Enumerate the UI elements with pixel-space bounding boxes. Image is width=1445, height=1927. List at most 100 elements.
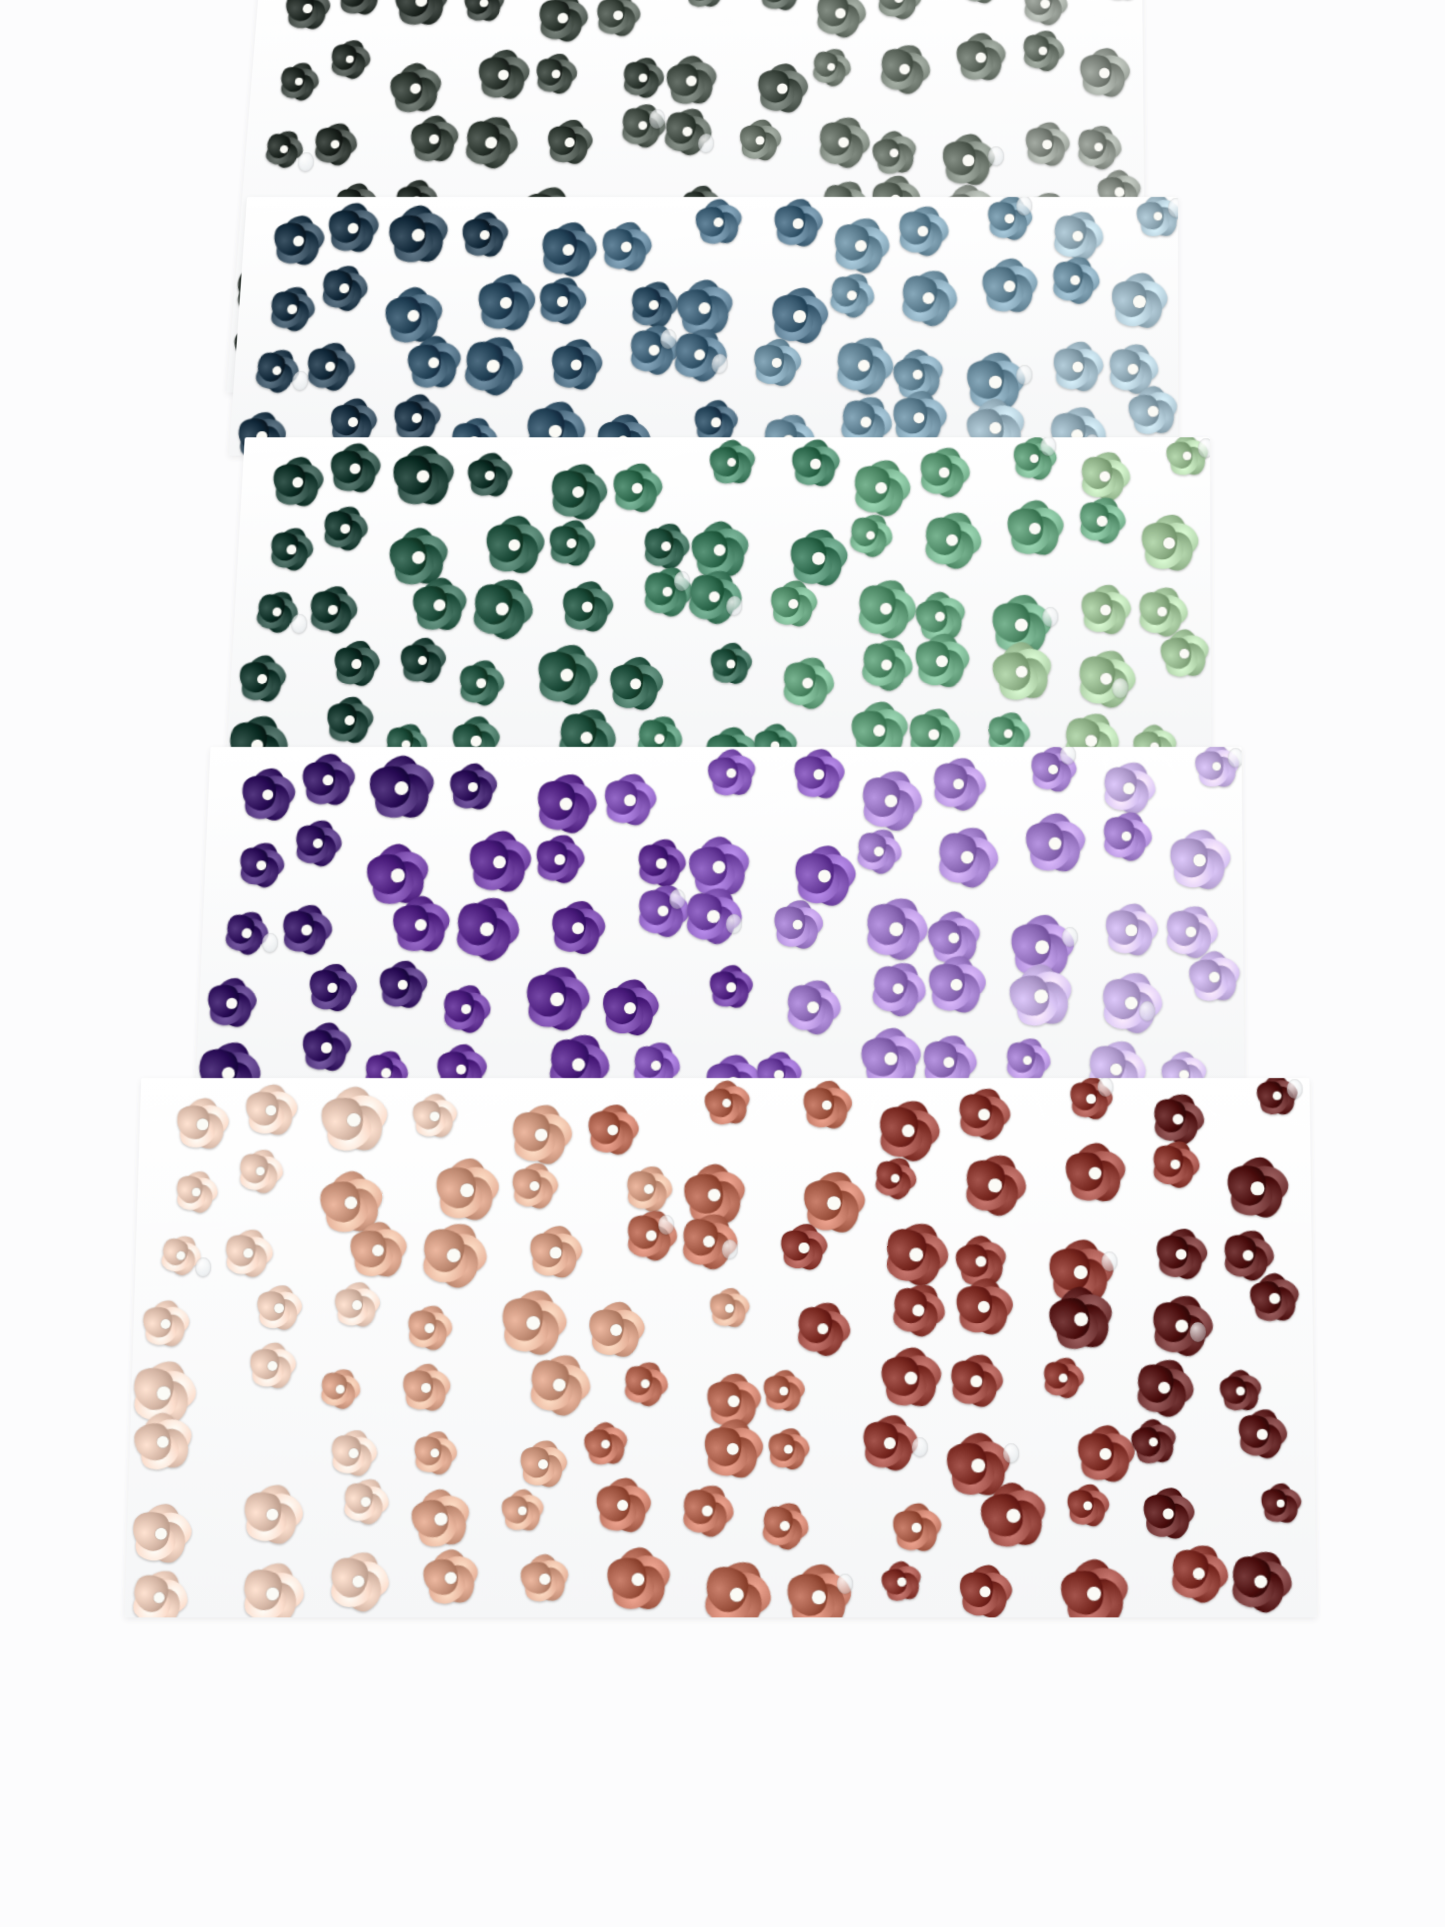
flower-sticker xyxy=(526,1224,584,1281)
flower-sticker xyxy=(412,1215,496,1297)
flower-sticker xyxy=(893,263,965,334)
flower-sticker xyxy=(390,0,452,33)
flower-sticker xyxy=(1146,1135,1204,1193)
flower-sticker xyxy=(327,200,382,257)
flower-sticker xyxy=(475,271,537,335)
flower-sticker xyxy=(402,1302,456,1355)
flower-sticker xyxy=(1234,1407,1289,1463)
flower-sticker xyxy=(431,1155,500,1225)
flower-sticker-sheet-photo xyxy=(0,0,1445,1927)
flower-sticker xyxy=(518,1439,569,1490)
flower-sticker xyxy=(799,1078,854,1133)
flower-sticker xyxy=(455,329,532,403)
flower-sticker xyxy=(299,1021,352,1076)
flower-sticker xyxy=(1064,1482,1110,1529)
flower-sticker xyxy=(1019,809,1089,879)
flower-sticker xyxy=(673,1477,739,1542)
rhinestone-dot xyxy=(1042,607,1058,627)
flower-sticker xyxy=(534,276,589,329)
flower-sticker xyxy=(530,641,602,711)
flower-sticker xyxy=(533,0,592,46)
flower-sticker xyxy=(219,1225,277,1281)
flower-sticker xyxy=(317,503,372,556)
flower-sticker xyxy=(1145,1289,1218,1362)
flower-sticker xyxy=(303,581,361,637)
rhinestone-dot xyxy=(1097,1078,1113,1096)
flower-sticker xyxy=(384,57,446,120)
flower-sticker xyxy=(282,0,331,34)
flower-sticker xyxy=(544,459,611,523)
rhinestone-dot xyxy=(1227,748,1243,768)
flower-sticker xyxy=(465,827,533,896)
rhinestone-dot xyxy=(1101,1251,1117,1271)
rhinestone-dot xyxy=(721,1240,737,1260)
rhinestone-dot xyxy=(1286,1079,1302,1099)
flower-sticker xyxy=(767,579,819,629)
flower-sticker xyxy=(453,657,508,711)
flower-sticker xyxy=(875,1556,927,1609)
flower-sticker xyxy=(548,338,606,394)
flower-sticker xyxy=(928,819,1005,895)
flower-sticker xyxy=(264,524,318,575)
flower-sticker xyxy=(700,1417,764,1482)
flower-sticker xyxy=(464,450,514,502)
flower-sticker xyxy=(1152,1226,1208,1283)
flower-sticker xyxy=(544,119,596,168)
flower-sticker xyxy=(760,1368,807,1415)
flower-sticker xyxy=(805,42,856,91)
flower-sticker xyxy=(892,202,953,261)
flower-sticker xyxy=(548,899,608,957)
flower-sticker xyxy=(124,1562,195,1618)
flower-sticker xyxy=(757,0,804,14)
flower-sticker xyxy=(1138,513,1201,575)
flower-sticker xyxy=(416,1543,485,1613)
flower-sticker xyxy=(1165,827,1232,893)
flower-sticker xyxy=(779,974,848,1042)
flower-sticker xyxy=(532,832,588,887)
flower-sticker xyxy=(237,1480,306,1547)
flower-sticker xyxy=(446,889,528,970)
flower-sticker xyxy=(1077,47,1132,101)
flower-sticker xyxy=(275,900,336,959)
flower-sticker xyxy=(970,1473,1055,1559)
flower-sticker xyxy=(842,508,898,563)
flower-sticker xyxy=(1038,1353,1088,1403)
flower-sticker xyxy=(321,1545,395,1618)
flower-sticker xyxy=(170,1167,221,1217)
flower-sticker xyxy=(680,0,730,13)
flower-sticker xyxy=(531,770,602,838)
flower-sticker xyxy=(873,39,937,101)
flower-sticker xyxy=(945,1350,1007,1412)
flower-sticker xyxy=(271,214,326,271)
flower-sticker xyxy=(507,1160,560,1212)
flower-sticker xyxy=(707,1286,752,1331)
flower-sticker xyxy=(597,220,655,275)
flower-sticker xyxy=(327,440,382,497)
flower-sticker xyxy=(872,0,926,24)
flower-sticker xyxy=(1256,1480,1303,1527)
flower-sticker xyxy=(309,120,362,169)
flower-sticker xyxy=(867,1151,921,1205)
flower-sticker xyxy=(406,111,461,168)
flower-sticker xyxy=(701,747,760,803)
flower-sticker xyxy=(233,1145,287,1197)
rhinestone-dot xyxy=(1138,1001,1154,1021)
flower-sticker xyxy=(754,62,809,116)
flower-sticker xyxy=(324,36,374,83)
flower-sticker xyxy=(315,1365,365,1415)
flower-sticker xyxy=(616,1355,673,1412)
flower-sticker xyxy=(558,580,615,635)
flower-sticker xyxy=(1140,1486,1196,1542)
flower-sticker xyxy=(600,1541,675,1617)
flower-sticker xyxy=(233,839,289,893)
flower-sticker xyxy=(1244,1268,1306,1329)
flower-sticker xyxy=(698,1078,755,1131)
flower-sticker xyxy=(336,0,384,19)
flower-sticker xyxy=(241,1081,299,1140)
flower-sticker xyxy=(788,438,841,491)
flower-sticker xyxy=(532,51,581,97)
flower-sticker xyxy=(1182,945,1244,1009)
flower-sticker xyxy=(600,772,660,830)
flower-sticker xyxy=(849,822,908,880)
flower-sticker xyxy=(771,197,824,251)
